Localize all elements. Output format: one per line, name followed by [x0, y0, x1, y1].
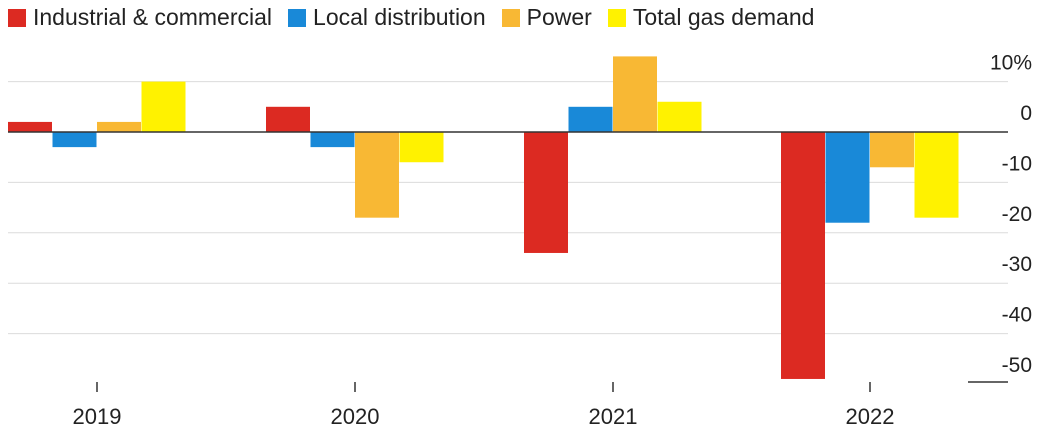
- legend-label-power: Power: [526, 4, 592, 30]
- bar-layer: [8, 56, 959, 379]
- bar-2021-total-gas-demand: [657, 101, 702, 132]
- bar-2020-local-distribution: [310, 132, 355, 148]
- y-tick-label-minus-40: -40: [1002, 304, 1032, 327]
- y-tick-label-minus-30: -30: [1002, 253, 1032, 276]
- bar-2019-total-gas-demand: [141, 81, 186, 132]
- legend-swatch-local-distribution: [288, 8, 307, 27]
- bar-2019-local-distribution: [52, 132, 97, 148]
- legend-item-local-distribution: Local distribution: [288, 4, 486, 31]
- legend-swatch-power: [501, 8, 520, 27]
- bar-2019-power: [97, 121, 141, 132]
- legend-swatch-total-gas-demand: [607, 8, 626, 27]
- y-tick-label-minus-10: -10: [1002, 152, 1032, 175]
- y-tick-label-minus-20: -20: [1002, 203, 1032, 226]
- legend-label-industrial: Industrial & commercial: [33, 4, 273, 30]
- legend: Industrial & commercial Local distributi…: [8, 4, 814, 31]
- legend-item-total-gas-demand: Total gas demand: [607, 4, 815, 31]
- x-tick-label-2020: 2020: [331, 404, 380, 429]
- bar-2022-power: [870, 132, 914, 168]
- bar-2021-industrial-commercial: [524, 132, 568, 253]
- bar-2022-local-distribution: [825, 132, 870, 223]
- legend-swatch-industrial: [8, 8, 26, 27]
- x-tick-label-2019: 2019: [73, 404, 122, 429]
- bar-2022-industrial-commercial: [781, 132, 825, 379]
- legend-item-industrial: Industrial & commercial: [8, 4, 272, 31]
- bar-2020-industrial-commercial: [266, 106, 310, 132]
- bar-2020-power: [355, 132, 399, 218]
- y-tick-label-0: 0: [1020, 102, 1032, 125]
- legend-label-local-distribution: Local distribution: [313, 4, 486, 30]
- legend-label-total-gas-demand: Total gas demand: [632, 4, 815, 30]
- y-tick-label-10: 10%: [990, 52, 1032, 75]
- bar-2020-total-gas-demand: [399, 132, 444, 163]
- axis-layer: 10% 0 -10 -20 -30 -40 -50 2019 2020 2021 2022: [8, 52, 1032, 429]
- bar-2019-industrial-commercial: [8, 121, 52, 132]
- x-tick-label-2022: 2022: [846, 404, 895, 429]
- x-tick-label-2021: 2021: [589, 404, 638, 429]
- bar-2021-power: [613, 56, 657, 132]
- bar-2021-local-distribution: [568, 106, 613, 132]
- legend-item-power: Power: [501, 4, 592, 31]
- y-tick-label-minus-50: -50: [1002, 354, 1032, 377]
- bar-2022-total-gas-demand: [914, 132, 959, 218]
